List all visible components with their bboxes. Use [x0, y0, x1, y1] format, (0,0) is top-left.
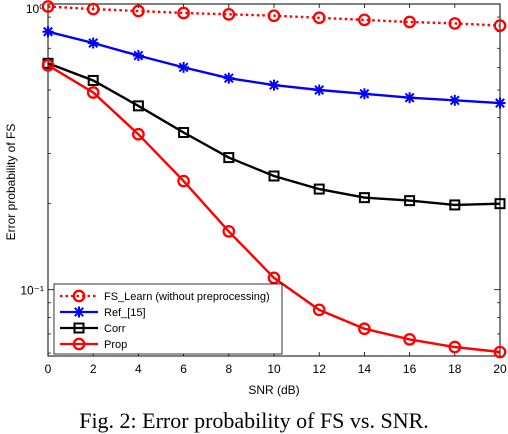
x-ticks: 0 2 4 6 8 10 12 14 16 18 20 — [45, 4, 507, 376]
data-point — [177, 6, 190, 20]
chart: 0 2 4 6 8 10 12 14 16 18 20 10⁰ 10⁻¹ SNR (dB) Error… — [4, 0, 507, 397]
figure-caption: Fig. 2: Error probability of FS vs. SNR. — [79, 408, 429, 433]
data-point — [312, 11, 326, 25]
data-point — [268, 170, 280, 182]
series-0 — [41, 0, 507, 32]
data-point — [449, 199, 461, 211]
x-axis-label: SNR (dB) — [248, 383, 299, 397]
y-tick-label: 10⁻¹ — [20, 284, 44, 298]
data-point — [358, 13, 371, 27]
data-point — [86, 86, 100, 99]
data-point — [493, 345, 507, 359]
data-point — [449, 94, 461, 106]
data-point — [41, 0, 55, 13]
series-line — [47, 62, 501, 207]
series-line — [47, 64, 501, 354]
legend-label: Ref_[15] — [104, 307, 146, 319]
data-point — [493, 19, 507, 32]
data-point — [358, 322, 371, 336]
data-point — [403, 333, 416, 346]
data-point — [132, 4, 145, 18]
data-point — [132, 127, 145, 141]
data-point — [268, 79, 280, 91]
data-point — [222, 7, 236, 21]
data-point — [313, 84, 325, 96]
series-3 — [41, 58, 507, 359]
data-point — [132, 50, 144, 62]
data-point — [86, 2, 100, 16]
legend-label: Corr — [104, 323, 126, 335]
x-tick-label: 2 — [90, 362, 97, 376]
x-tick-label: 8 — [225, 362, 232, 376]
data-point — [358, 192, 370, 204]
series-2 — [42, 57, 506, 211]
legend: FS_Learn (without preprocessing) Ref_[15]… — [53, 283, 283, 355]
data-point — [132, 100, 144, 112]
data-point — [222, 225, 236, 238]
data-point — [404, 92, 416, 104]
data-point — [312, 303, 326, 317]
data-point — [494, 198, 506, 210]
data-point — [177, 174, 190, 188]
data-point — [494, 97, 506, 109]
data-point — [267, 9, 281, 23]
data-point — [87, 37, 99, 49]
data-point — [41, 58, 55, 72]
data-point — [448, 340, 462, 354]
legend-marker — [72, 337, 86, 351]
series-layer — [41, 0, 507, 359]
x-tick-label: 6 — [180, 362, 187, 376]
y-ticks: 10⁰ 10⁻¹ — [20, 2, 500, 354]
series-1 — [42, 26, 506, 109]
data-point — [178, 126, 190, 138]
legend-box — [53, 283, 283, 355]
data-point — [267, 271, 281, 285]
data-point — [223, 72, 235, 84]
legend-label: Prop — [104, 339, 127, 351]
y-axis-label: Error probability of FS — [4, 124, 18, 241]
data-point — [403, 15, 416, 29]
series-line — [47, 5, 501, 27]
legend-marker — [73, 306, 85, 318]
x-tick-label: 16 — [403, 362, 417, 376]
data-point — [404, 195, 416, 207]
data-point — [87, 74, 99, 86]
data-point — [178, 61, 190, 73]
legend-marker — [72, 289, 86, 303]
x-tick-label: 0 — [45, 362, 52, 376]
x-tick-label: 20 — [493, 362, 507, 376]
x-tick-label: 18 — [448, 362, 462, 376]
data-point — [313, 183, 325, 195]
y-tick-label: 10⁰ — [26, 2, 44, 16]
data-point — [42, 26, 54, 38]
x-tick-label: 14 — [358, 362, 372, 376]
data-point — [223, 152, 235, 164]
x-tick-label: 12 — [313, 362, 327, 376]
x-tick-label: 10 — [267, 362, 281, 376]
data-point — [358, 88, 370, 100]
data-point — [448, 17, 462, 30]
legend-marker — [73, 322, 85, 334]
x-tick-label: 4 — [135, 362, 142, 376]
legend-label: FS_Learn (without preprocessing) — [104, 291, 270, 303]
